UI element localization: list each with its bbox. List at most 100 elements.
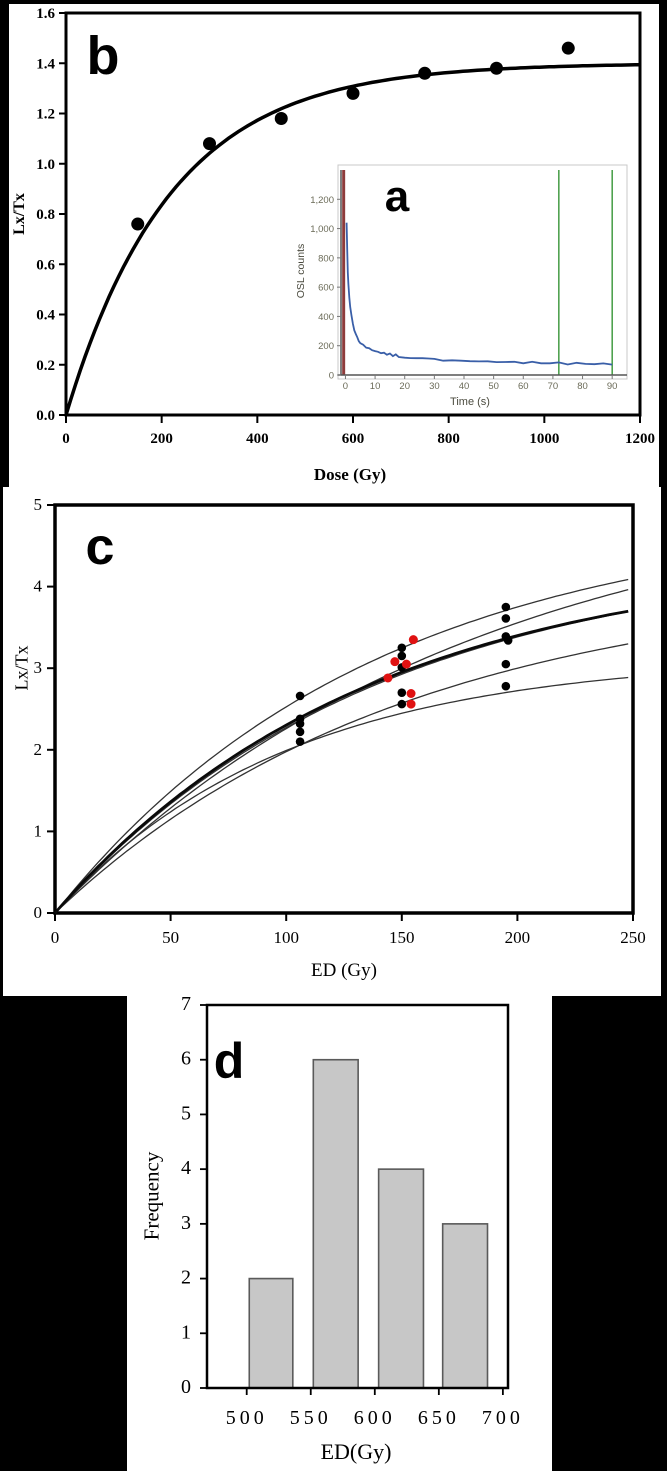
x-tick-label: 800	[437, 431, 460, 447]
panel-c-yaxis-title: Lx/Tx	[11, 645, 32, 691]
x-tick-label: 20	[399, 381, 410, 392]
y-tick-label: 1,000	[310, 224, 334, 235]
histogram-bar	[248, 1277, 294, 1389]
y-tick-label: 2	[181, 1267, 195, 1289]
x-tick-label: 250	[620, 928, 646, 947]
x-tick-label: 0	[343, 381, 348, 392]
panel-b-letter: b	[86, 26, 120, 86]
y-tick-label: 7	[181, 993, 195, 1015]
y-tick-label: 5	[34, 495, 43, 514]
panel-c-plot: 0 50 100 150 200 250 0 1 2 3 4 5	[34, 495, 646, 947]
y-tick-label: 4	[181, 1157, 195, 1179]
y-tick-label: 1.0	[36, 157, 55, 173]
regen-data-point	[501, 681, 511, 691]
x-tick-label: 90	[607, 381, 618, 392]
x-tick-label: 80	[577, 381, 588, 392]
panel-d-plot: 500 550 600 650 700 0 1 2 3 4 5 6 7	[181, 993, 524, 1429]
x-tick-label: 0	[51, 928, 60, 947]
panel-a-yaxis-title: OSL counts	[295, 243, 307, 299]
panel-d-letter: d	[213, 1033, 245, 1089]
regen-data-point	[501, 602, 511, 612]
y-tick-label: 0.8	[36, 207, 55, 223]
natural-data-point-red	[406, 688, 416, 698]
panel-b-yaxis-title: Lx/Tx	[11, 193, 28, 235]
dose-response-fit-curve	[64, 63, 640, 416]
panel-c-background	[3, 487, 661, 996]
y-tick-label: 1.6	[36, 6, 55, 22]
x-tick-label: 700	[482, 1407, 524, 1429]
natural-data-point-red	[408, 635, 418, 645]
histogram-bar	[312, 1058, 359, 1389]
natural-data-point-red	[383, 673, 393, 683]
y-tick-label: 1,200	[310, 195, 334, 206]
x-tick-label: 30	[429, 381, 440, 392]
y-tick-label: 0.2	[36, 358, 55, 374]
data-point	[346, 86, 360, 100]
osl-decay-curve	[345, 222, 613, 366]
y-tick-label: 200	[318, 341, 334, 352]
panel-d-frame	[205, 1003, 510, 1390]
regen-data-point	[295, 719, 305, 728]
x-tick-label: 400	[246, 431, 269, 447]
growth-curve	[54, 643, 629, 914]
x-tick-label: 150	[389, 928, 415, 947]
y-tick-label: 800	[318, 253, 334, 264]
panel-d-yaxis-title: Frequency	[139, 1151, 164, 1241]
natural-data-point-red	[390, 657, 400, 667]
panel-c-frame	[53, 503, 635, 915]
regen-data-point	[295, 691, 305, 701]
data-point	[418, 66, 432, 80]
data-point	[131, 217, 145, 231]
x-tick-label: 50	[488, 381, 499, 392]
y-tick-label: 0.0	[36, 408, 55, 424]
y-tick-label: 3	[34, 658, 43, 677]
x-tick-label: 650	[418, 1407, 460, 1429]
regen-data-point	[397, 651, 407, 661]
y-tick-label: 1.4	[36, 56, 55, 72]
x-tick-label: 40	[459, 381, 470, 392]
panel-b-xaxis-title: Dose (Gy)	[313, 465, 387, 484]
growth-curve	[54, 611, 629, 914]
y-tick-label: 0	[329, 371, 334, 382]
data-point	[490, 61, 503, 75]
x-tick-label: 600	[354, 1407, 396, 1429]
inset-border	[337, 164, 628, 380]
growth-curve	[54, 578, 629, 914]
x-tick-label: 200	[505, 928, 531, 947]
regen-data-point	[295, 727, 305, 737]
regen-data-point	[501, 614, 511, 623]
panel-a-letter: a	[384, 172, 410, 221]
y-tick-label: 6	[181, 1048, 195, 1070]
regen-data-point	[397, 643, 407, 653]
y-tick-label: 4	[34, 577, 43, 596]
panel-a-inset-plot: 0 10 20 30 40 50 60 70 80 90 0 200 400 600 800 1,000 1,2…	[310, 164, 628, 392]
data-point	[274, 112, 288, 126]
natural-data-point-red	[406, 699, 416, 709]
x-tick-label: 200	[150, 431, 173, 447]
y-tick-label: 0.6	[36, 257, 55, 273]
histogram-bar	[377, 1168, 425, 1389]
y-tick-label: 1	[34, 821, 43, 840]
data-point	[561, 41, 575, 55]
regen-data-point	[397, 688, 407, 697]
y-tick-label: 600	[318, 283, 334, 294]
data-point	[203, 137, 216, 151]
x-tick-label: 10	[370, 381, 381, 392]
x-tick-label: 500	[226, 1407, 268, 1429]
y-tick-label: 3	[181, 1212, 195, 1234]
x-tick-label: 550	[290, 1407, 332, 1429]
y-tick-label: 1.2	[36, 107, 55, 123]
x-tick-label: 0	[62, 431, 70, 447]
y-tick-label: 0	[34, 903, 43, 922]
natural-data-point-red	[401, 659, 411, 669]
growth-curve	[54, 676, 629, 914]
regen-data-point	[501, 659, 511, 669]
panel-b-plot: 0 200 400 600 800 1000 12000.00.20.40.60.81.01…	[36, 6, 655, 447]
histogram-bar	[441, 1223, 489, 1389]
regen-data-point	[397, 699, 407, 709]
regen-data-point	[503, 636, 513, 645]
x-tick-label: 60	[518, 381, 529, 392]
x-tick-label: 50	[162, 928, 179, 947]
